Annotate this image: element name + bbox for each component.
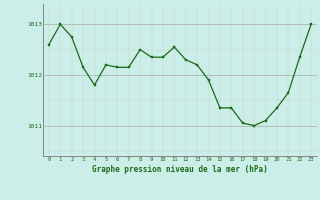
X-axis label: Graphe pression niveau de la mer (hPa): Graphe pression niveau de la mer (hPa)	[92, 165, 268, 174]
